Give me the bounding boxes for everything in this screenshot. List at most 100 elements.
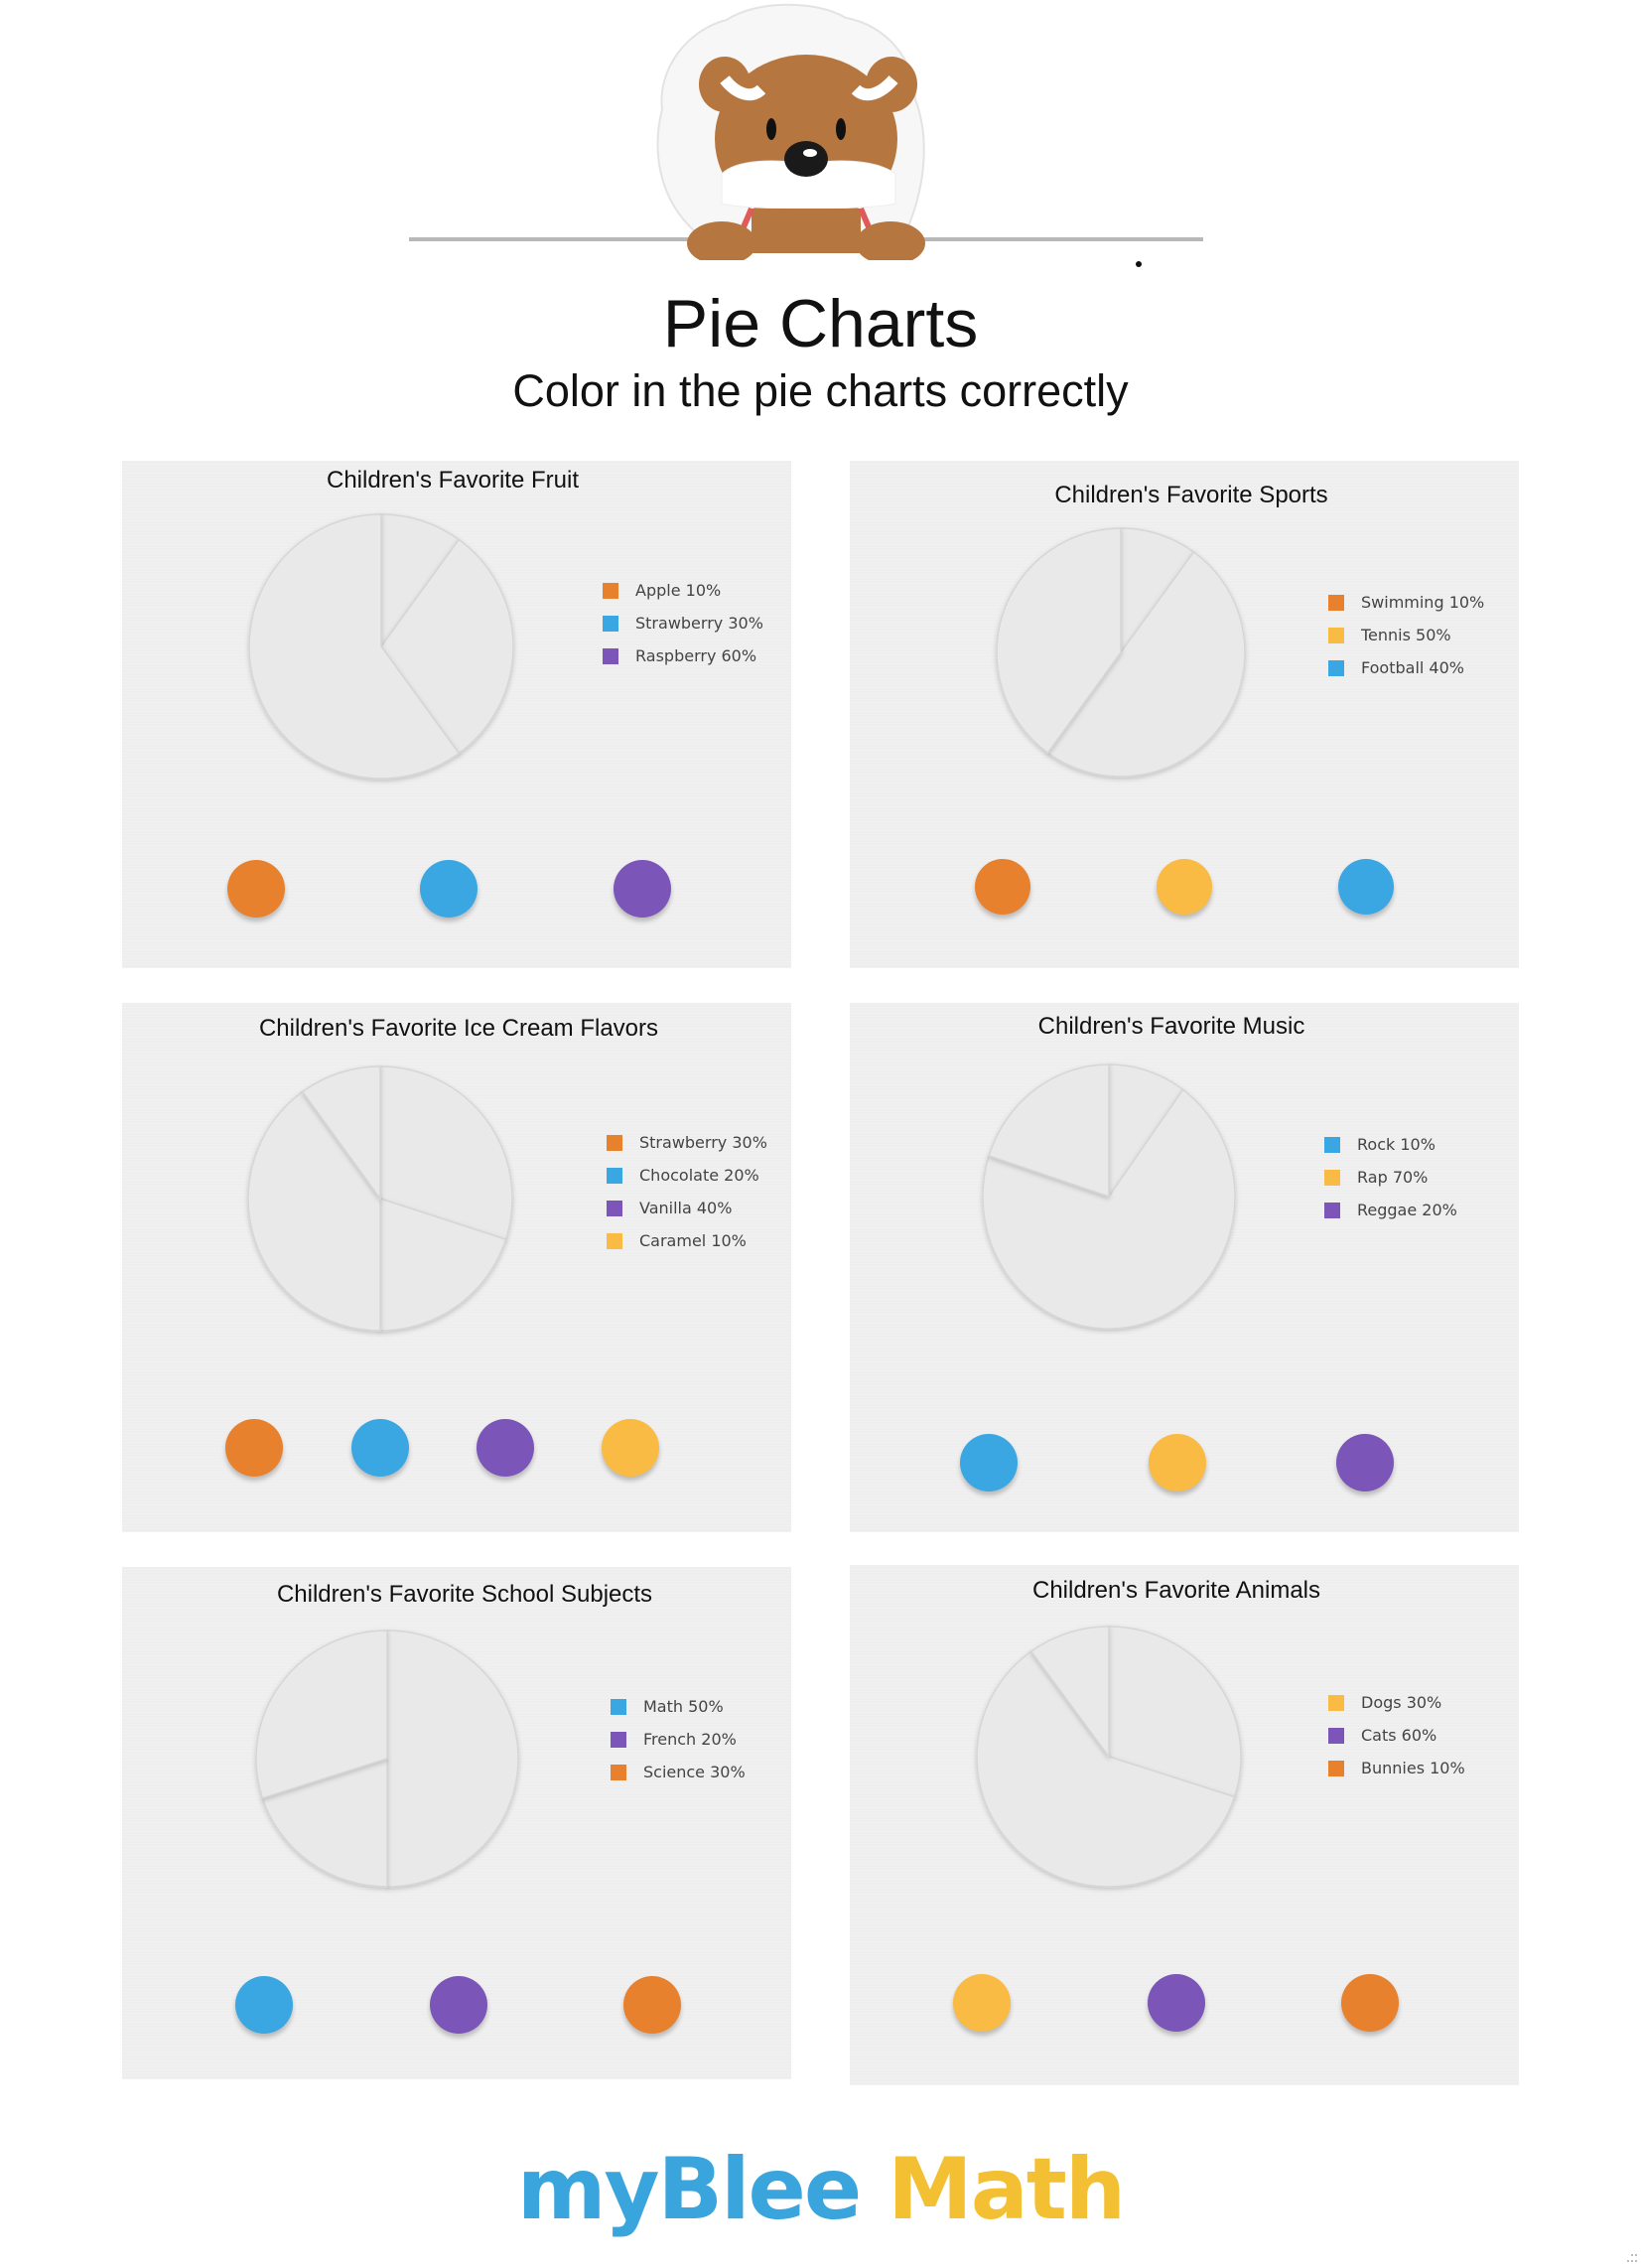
legend-label: Math 50% <box>643 1697 724 1716</box>
mascot-nose <box>784 141 828 177</box>
legend-item: Chocolate 20% <box>607 1159 767 1192</box>
pie-slice-cats[interactable] <box>976 1649 1236 1888</box>
chart-title: Children's Favorite School Subjects <box>276 1581 653 1608</box>
page-subtitle: Color in the pie charts correctly <box>512 365 1129 416</box>
legend-swatch <box>603 647 618 664</box>
color-dot-3[interactable] <box>477 1419 534 1477</box>
logo-part-math: Math <box>888 2140 1126 2239</box>
color-dot-3[interactable] <box>614 860 671 918</box>
legend-item: Reggae 20% <box>1324 1194 1457 1226</box>
color-dot-2[interactable] <box>351 1419 409 1477</box>
pie-slice-reggae[interactable] <box>988 1063 1110 1199</box>
pie-slice-apple[interactable] <box>380 513 461 649</box>
legend-swatch <box>607 1167 622 1184</box>
pie-slice-swimming[interactable] <box>1120 527 1195 655</box>
color-dot-1[interactable] <box>235 1976 293 2034</box>
color-dot-3[interactable] <box>1336 1434 1394 1491</box>
pie-slice-tennis[interactable] <box>1046 550 1246 778</box>
pie-slice-vanilla[interactable] <box>247 1090 381 1332</box>
pie-slice-science[interactable] <box>255 1630 388 1799</box>
legend-label: Cats 60% <box>1361 1726 1437 1745</box>
pie-chart[interactable] <box>981 1063 1237 1331</box>
resize-grip-icon <box>1627 2254 1637 2262</box>
pie-card-sports: Children's Favorite Sports Swimming 10% T… <box>850 461 1519 968</box>
myblee-math-logo: myBlee Math <box>0 2135 1641 2244</box>
legend-label: Science 30% <box>643 1763 746 1781</box>
pie-card-school-subjects: Children's Favorite School Subjects Math… <box>122 1567 791 2079</box>
chart-legend: Swimming 10% Tennis 50% Football 40% <box>1328 586 1484 684</box>
color-dot-2[interactable] <box>1157 859 1212 915</box>
pie-slice-strawberry[interactable] <box>379 1065 513 1241</box>
color-dot-2[interactable] <box>1149 1434 1206 1491</box>
legend-swatch <box>611 1764 626 1780</box>
legend-label: Chocolate 20% <box>639 1166 759 1185</box>
legend-item: Raspberry 60% <box>603 639 763 672</box>
pie-chart[interactable] <box>254 1629 520 1889</box>
legend-swatch <box>603 582 618 599</box>
chart-legend: Strawberry 30% Chocolate 20% Vanilla 40% Ca… <box>607 1126 767 1257</box>
legend-swatch <box>607 1232 622 1249</box>
legend-item: Strawberry 30% <box>607 1126 767 1159</box>
color-dot-2[interactable] <box>430 1976 487 2034</box>
chart-legend: Dogs 30% Cats 60% Bunnies 10% <box>1328 1686 1465 1784</box>
pie-slice-french[interactable] <box>261 1757 388 1888</box>
pie-chart[interactable] <box>246 1064 514 1333</box>
legend-swatch <box>1328 659 1344 676</box>
pie-slice-math[interactable] <box>386 1630 519 1888</box>
color-dot-1[interactable] <box>953 1974 1011 2032</box>
legend-swatch <box>1324 1202 1340 1218</box>
legend-label: Reggae 20% <box>1357 1201 1457 1219</box>
pie-slice-rap[interactable] <box>982 1088 1236 1330</box>
pie-slice-chocolate[interactable] <box>379 1197 507 1332</box>
color-dot-3[interactable] <box>1341 1974 1399 2032</box>
legend-item: Swimming 10% <box>1328 586 1484 619</box>
mascot-paw-left <box>687 221 756 265</box>
chart-title: Children's Favorite Music <box>1037 1013 1305 1040</box>
color-dot-4[interactable] <box>602 1419 659 1477</box>
color-dot-1[interactable] <box>960 1434 1018 1491</box>
chart-title: Children's Favorite Sports <box>1054 482 1328 508</box>
pie-slice-dogs[interactable] <box>1108 1626 1242 1798</box>
legend-label: Strawberry 30% <box>639 1133 767 1152</box>
legend-label: Strawberry 30% <box>635 614 763 633</box>
legend-swatch <box>1324 1169 1340 1186</box>
mascot-brow-left <box>720 75 766 101</box>
legend-label: Swimming 10% <box>1361 593 1485 612</box>
mascot-paw-right <box>856 221 925 265</box>
pie-card-music: Children's Favorite Music Rock 10% Rap 70… <box>850 1003 1519 1532</box>
mascot-eye-left <box>766 118 776 140</box>
legend-swatch <box>607 1200 622 1216</box>
legend-item: Rock 10% <box>1324 1128 1457 1161</box>
legend-item: Apple 10% <box>603 574 763 607</box>
pie-slice-bunnies[interactable] <box>1029 1626 1110 1760</box>
legend-swatch <box>603 615 618 632</box>
color-dot-3[interactable] <box>623 1976 681 2034</box>
pie-chart[interactable] <box>975 1625 1243 1889</box>
page-title: Pie Charts <box>662 286 979 361</box>
mascot-eye-right <box>836 118 846 140</box>
legend-swatch <box>1328 1694 1344 1711</box>
legend-item: Tennis 50% <box>1328 619 1484 651</box>
legend-item: Dogs 30% <box>1328 1686 1465 1719</box>
color-dot-1[interactable] <box>227 860 285 918</box>
pie-slice-caramel[interactable] <box>301 1065 381 1202</box>
legend-label: French 20% <box>643 1730 737 1749</box>
legend-label: Vanilla 40% <box>639 1199 733 1217</box>
legend-item: Rap 70% <box>1324 1161 1457 1194</box>
color-dot-1[interactable] <box>225 1419 283 1477</box>
pie-slice-strawberry[interactable] <box>380 538 514 755</box>
pie-chart[interactable] <box>995 526 1247 779</box>
pie-chart[interactable] <box>247 512 515 780</box>
color-dot-2[interactable] <box>1148 1974 1205 2032</box>
legend-swatch <box>1328 1760 1344 1776</box>
color-dot-3[interactable] <box>1338 859 1394 915</box>
pie-slice-football[interactable] <box>996 527 1122 755</box>
color-dot-1[interactable] <box>975 859 1030 915</box>
legend-swatch <box>1328 627 1344 643</box>
legend-swatch <box>607 1134 622 1151</box>
pie-card-animals: Children's Favorite Animals Dogs 30% Cats… <box>850 1565 1519 2085</box>
pie-slice-rock[interactable] <box>1108 1063 1184 1200</box>
color-dot-2[interactable] <box>420 860 478 918</box>
pie-slice-raspberry[interactable] <box>248 513 461 780</box>
legend-label: Tennis 50% <box>1361 626 1451 644</box>
